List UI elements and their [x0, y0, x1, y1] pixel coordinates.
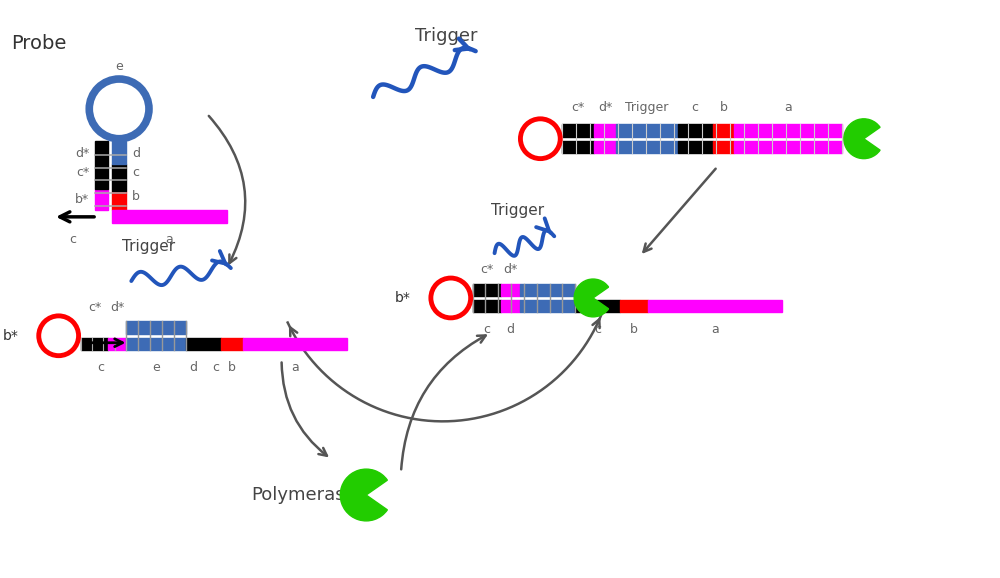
FancyBboxPatch shape	[713, 140, 734, 153]
Text: d: d	[190, 361, 198, 373]
Text: b*: b*	[3, 329, 19, 343]
Text: c: c	[97, 361, 104, 373]
FancyBboxPatch shape	[594, 124, 616, 137]
FancyBboxPatch shape	[575, 300, 620, 312]
FancyBboxPatch shape	[126, 321, 186, 334]
Text: c: c	[692, 101, 699, 114]
Text: b: b	[720, 101, 727, 114]
Text: c*: c*	[88, 301, 101, 314]
Text: c: c	[132, 165, 139, 179]
Text: Trigger: Trigger	[122, 239, 175, 254]
FancyBboxPatch shape	[620, 300, 648, 312]
Wedge shape	[844, 119, 880, 158]
Text: a: a	[165, 234, 173, 246]
Text: Trigger: Trigger	[491, 203, 544, 218]
FancyBboxPatch shape	[108, 338, 126, 350]
FancyBboxPatch shape	[112, 191, 126, 210]
Wedge shape	[574, 279, 609, 317]
Text: Probe: Probe	[11, 34, 66, 53]
Text: d*: d*	[503, 263, 518, 276]
Text: b*: b*	[395, 291, 411, 305]
Text: b: b	[630, 323, 638, 336]
FancyBboxPatch shape	[95, 190, 108, 210]
FancyBboxPatch shape	[562, 140, 594, 153]
FancyBboxPatch shape	[616, 124, 678, 137]
FancyBboxPatch shape	[678, 124, 713, 137]
FancyBboxPatch shape	[112, 164, 126, 191]
FancyBboxPatch shape	[501, 284, 520, 296]
FancyBboxPatch shape	[562, 124, 594, 137]
FancyBboxPatch shape	[95, 140, 108, 190]
FancyBboxPatch shape	[112, 140, 126, 164]
Text: b: b	[228, 361, 236, 373]
Text: d*: d*	[598, 101, 612, 114]
FancyBboxPatch shape	[734, 140, 842, 153]
FancyBboxPatch shape	[81, 338, 108, 350]
FancyBboxPatch shape	[473, 300, 501, 312]
FancyBboxPatch shape	[678, 140, 713, 153]
FancyBboxPatch shape	[501, 300, 520, 312]
FancyBboxPatch shape	[186, 338, 221, 350]
Text: d*: d*	[110, 301, 125, 314]
Text: b: b	[132, 190, 140, 203]
Text: b*: b*	[75, 194, 89, 206]
Text: d: d	[506, 323, 514, 336]
FancyBboxPatch shape	[713, 124, 734, 137]
Text: d*: d*	[75, 147, 89, 160]
Text: Trigger: Trigger	[415, 27, 477, 45]
Wedge shape	[340, 469, 387, 521]
FancyBboxPatch shape	[648, 300, 782, 312]
Text: d: d	[132, 147, 140, 160]
FancyBboxPatch shape	[473, 284, 501, 296]
Text: Polymerase: Polymerase	[251, 486, 356, 504]
FancyBboxPatch shape	[520, 284, 575, 296]
FancyBboxPatch shape	[734, 124, 842, 137]
Text: e: e	[115, 60, 123, 73]
Text: c: c	[483, 323, 490, 336]
Text: c*: c*	[480, 263, 493, 276]
FancyBboxPatch shape	[126, 338, 186, 350]
Text: c: c	[212, 361, 219, 373]
Text: a: a	[291, 361, 299, 373]
FancyBboxPatch shape	[221, 338, 243, 350]
Text: a: a	[784, 101, 792, 114]
FancyBboxPatch shape	[243, 338, 347, 350]
Text: c*: c*	[76, 165, 89, 179]
Text: e: e	[152, 361, 160, 373]
Text: c: c	[70, 234, 77, 246]
Text: Trigger: Trigger	[625, 101, 669, 114]
FancyBboxPatch shape	[112, 210, 227, 223]
FancyBboxPatch shape	[616, 140, 678, 153]
FancyBboxPatch shape	[594, 140, 616, 153]
Text: c: c	[594, 323, 601, 336]
FancyBboxPatch shape	[520, 300, 575, 312]
Text: a: a	[711, 323, 719, 336]
Text: c*: c*	[572, 101, 585, 114]
